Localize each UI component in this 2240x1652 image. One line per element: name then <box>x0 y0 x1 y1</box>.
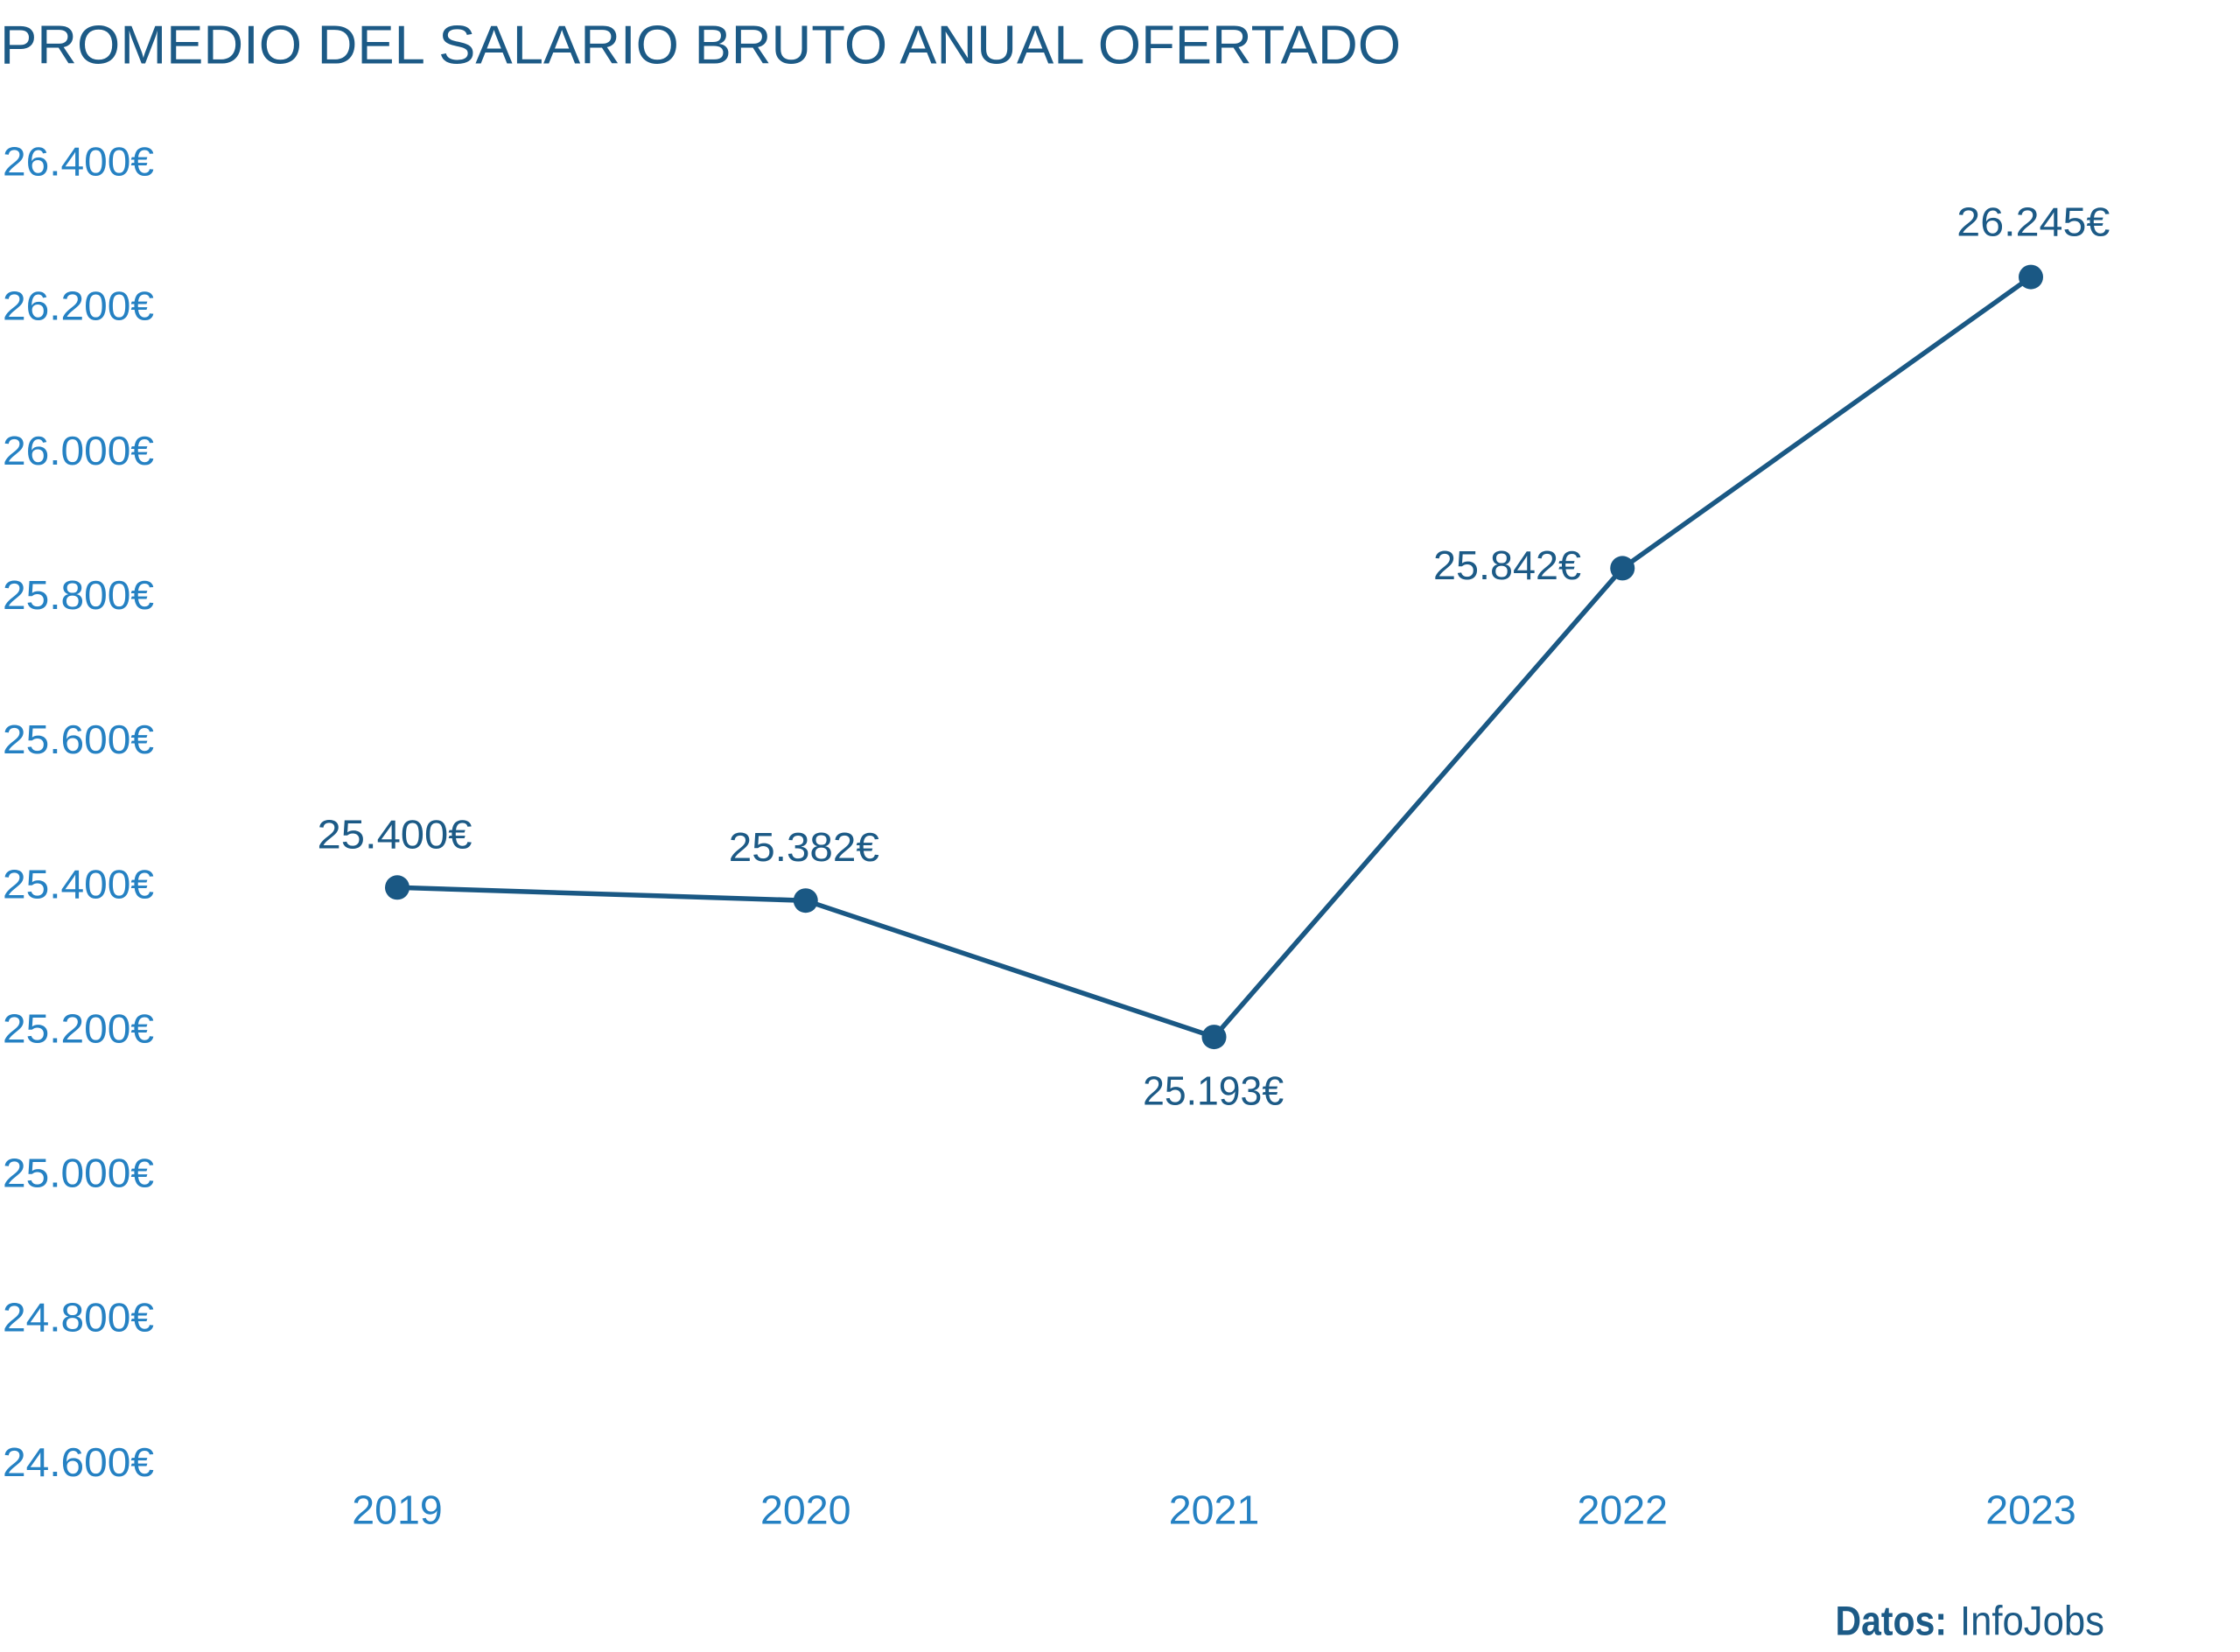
svg-text:26.000€: 26.000€ <box>3 428 154 473</box>
svg-text:2020: 2020 <box>760 1488 850 1533</box>
svg-text:24.800€: 24.800€ <box>3 1295 154 1340</box>
svg-text:PROMEDIO DEL SALARIO BRUTO ANU: PROMEDIO DEL SALARIO BRUTO ANUAL OFERTAD… <box>0 16 1401 76</box>
svg-text:25.193€: 25.193€ <box>1143 1068 1284 1114</box>
svg-text:2022: 2022 <box>1578 1488 1668 1533</box>
svg-text:25.000€: 25.000€ <box>3 1151 154 1196</box>
svg-text:25.842€: 25.842€ <box>1433 542 1581 588</box>
svg-text:2023: 2023 <box>1985 1488 2076 1533</box>
svg-text:25.800€: 25.800€ <box>3 572 154 618</box>
svg-text:2019: 2019 <box>352 1488 442 1533</box>
svg-text:26.200€: 26.200€ <box>3 284 154 329</box>
svg-text:25.382€: 25.382€ <box>729 824 879 870</box>
svg-text:24.600€: 24.600€ <box>3 1439 154 1485</box>
svg-text:25.400€: 25.400€ <box>3 861 154 906</box>
svg-text:Datos:: Datos: <box>1836 1598 1948 1644</box>
svg-text:25.600€: 25.600€ <box>3 717 154 762</box>
svg-text:26.400€: 26.400€ <box>3 139 154 185</box>
svg-text:2021: 2021 <box>1169 1488 1259 1533</box>
svg-text:26.245€: 26.245€ <box>1956 200 2110 245</box>
svg-text:25.200€: 25.200€ <box>3 1005 154 1051</box>
svg-text:InfoJobs: InfoJobs <box>1960 1598 2104 1644</box>
svg-text:25.400€: 25.400€ <box>318 811 472 857</box>
